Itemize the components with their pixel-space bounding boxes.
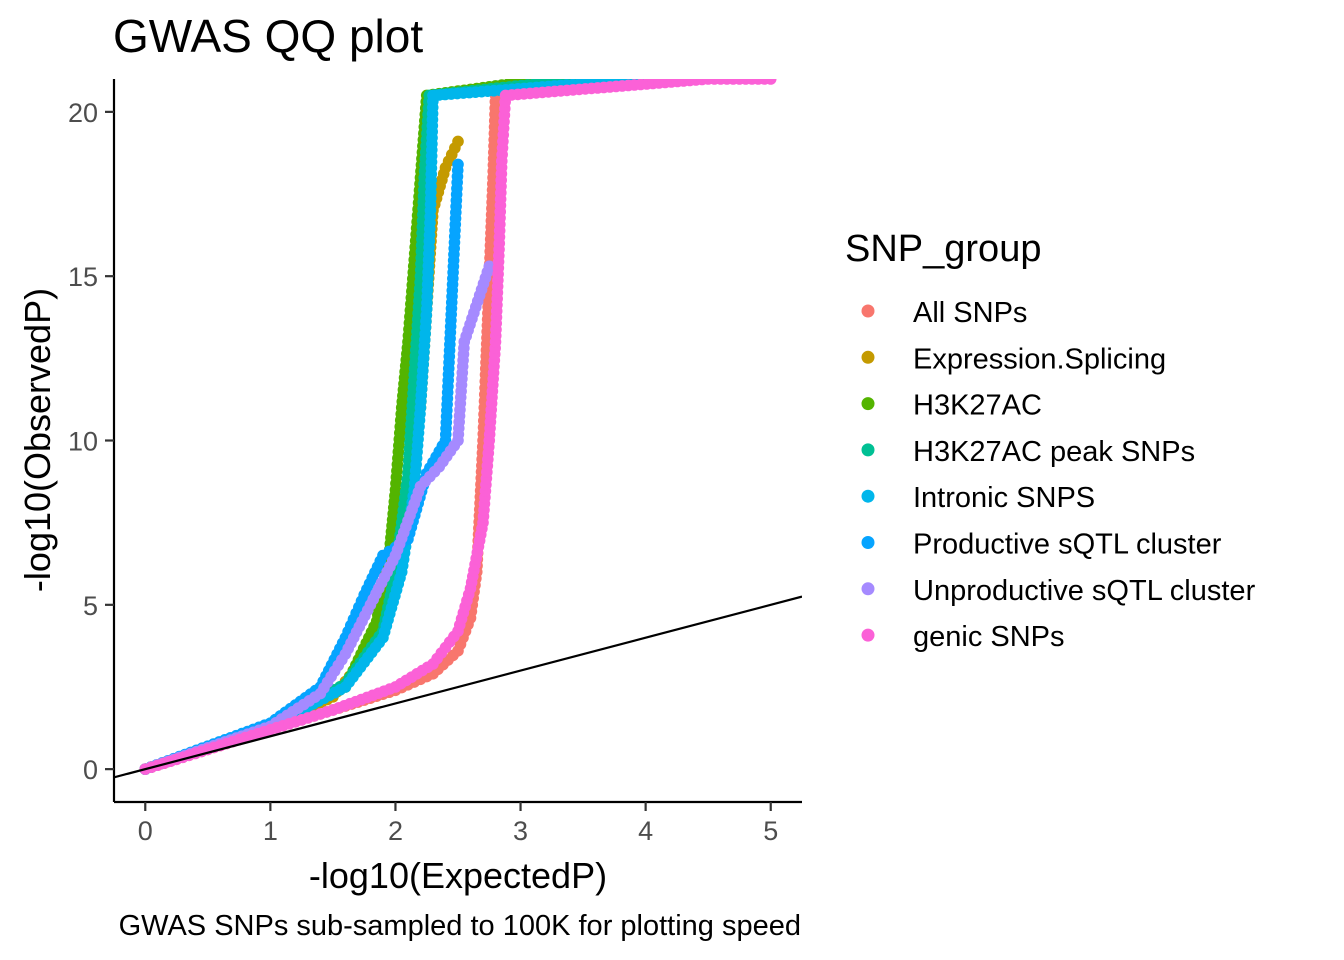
legend-key xyxy=(861,443,875,457)
x-tick-label: 1 xyxy=(263,816,278,846)
legend-label: Expression.Splicing xyxy=(913,343,1166,375)
data-point xyxy=(452,158,464,171)
points-layer xyxy=(139,79,777,775)
data-point xyxy=(452,135,464,148)
x-tick-label: 4 xyxy=(638,816,653,846)
x-tick-label: 2 xyxy=(388,816,403,846)
reference-line xyxy=(114,595,802,779)
legend-label: genic SNPs xyxy=(913,621,1065,653)
y-tick-label: 20 xyxy=(68,98,98,128)
x-axis-title: -log10(ExpectedP) xyxy=(309,855,607,896)
data-point xyxy=(764,79,777,85)
y-tick-label: 5 xyxy=(83,591,98,621)
y-tick-label: 0 xyxy=(83,755,98,785)
legend-label: H3K27AC peak SNPs xyxy=(913,436,1195,468)
legend-key xyxy=(861,489,875,503)
plot-area: 0 1 2 3 4 5 0 5 10 15 20 xyxy=(68,79,802,846)
caption: GWAS SNPs sub-sampled to 100K for plotti… xyxy=(119,910,801,942)
y-axis-ticks: 0 5 10 15 20 xyxy=(68,98,114,785)
legend-key xyxy=(861,350,875,364)
legend: SNP_group All SNPs Expression.Splicing H3K… xyxy=(845,228,1256,653)
legend-label: Productive sQTL cluster xyxy=(913,529,1222,561)
legend-key xyxy=(861,628,875,642)
legend-label: H3K27AC xyxy=(913,390,1042,422)
data-point xyxy=(483,260,496,273)
y-tick-label: 15 xyxy=(68,262,98,292)
x-tick-label: 3 xyxy=(513,816,528,846)
legend-key xyxy=(861,304,875,318)
x-axis-ticks: 0 1 2 3 4 5 xyxy=(138,802,778,846)
series-unproductive-sqtl-cluster xyxy=(139,260,496,775)
legend-items: All SNPs Expression.Splicing H3K27AC H3K27A… xyxy=(861,297,1256,653)
y-axis-title: -log10(ObservedP) xyxy=(17,288,58,592)
legend-key xyxy=(861,536,875,549)
legend-label: Intronic SNPS xyxy=(913,482,1095,514)
series-genic-snps xyxy=(139,79,777,775)
legend-title: SNP_group xyxy=(845,228,1041,270)
x-tick-label: 5 xyxy=(763,816,778,846)
legend-label: All SNPs xyxy=(913,297,1027,329)
legend-key xyxy=(861,397,875,411)
legend-label: Unproductive sQTL cluster xyxy=(913,575,1256,607)
legend-key xyxy=(861,582,875,596)
y-tick-label: 10 xyxy=(68,427,98,457)
x-tick-label: 0 xyxy=(138,816,153,846)
chart-title: GWAS QQ plot xyxy=(113,10,423,62)
